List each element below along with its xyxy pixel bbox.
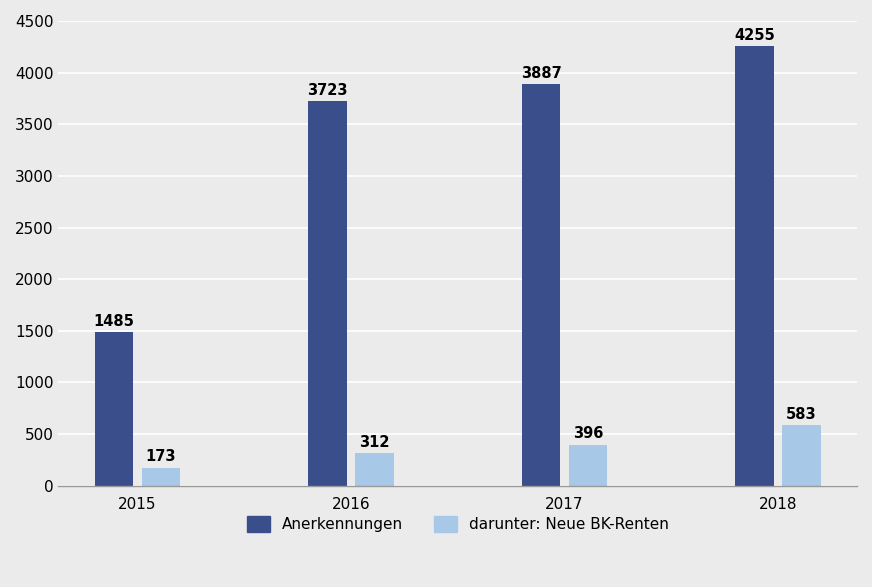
Bar [142,468,181,485]
Bar [309,101,347,485]
Text: 583: 583 [787,407,817,422]
Text: 4255: 4255 [734,28,775,43]
Text: 3723: 3723 [307,83,348,97]
Legend: Anerkennungen, darunter: Neue BK-Renten: Anerkennungen, darunter: Neue BK-Renten [241,510,675,538]
Text: 396: 396 [573,426,603,441]
Bar [569,445,607,485]
Bar [782,426,821,485]
Bar [355,453,393,485]
Text: 312: 312 [359,435,390,450]
Text: 3887: 3887 [521,66,562,80]
Text: 173: 173 [146,449,176,464]
Text: 1485: 1485 [93,313,134,329]
Bar [95,332,133,485]
Bar [735,46,773,485]
Bar [521,85,560,485]
